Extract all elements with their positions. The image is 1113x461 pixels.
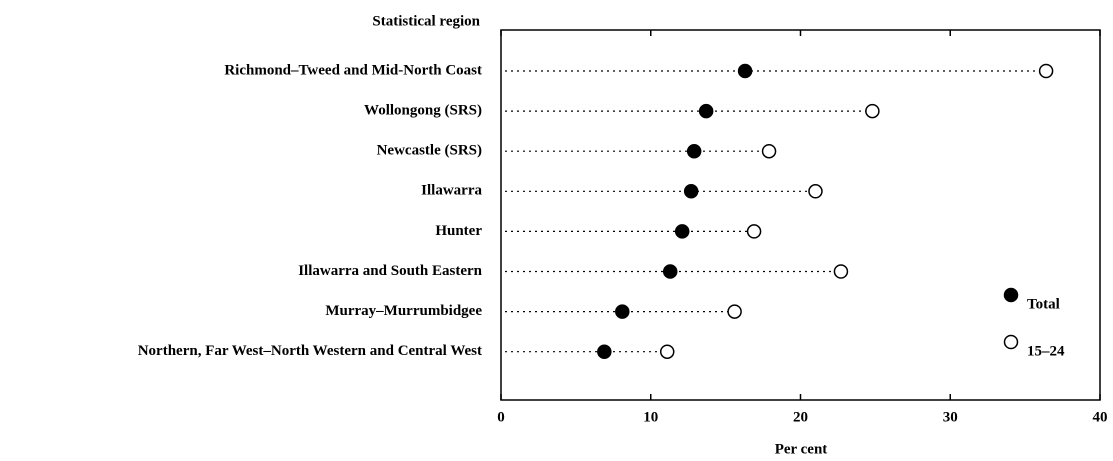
legend-marker [1003,287,1019,303]
dot [727,304,742,319]
dot [686,143,702,159]
dot [761,143,777,159]
dot [1038,63,1054,79]
x-tick-label: 40 [1093,409,1108,425]
y-header: Statistical region [372,13,480,29]
y-tick-label: Wollongong (SRS) [364,103,482,119]
dot [662,264,678,279]
y-tick-label: Murray–Murrumbidgee [325,303,482,319]
dot [833,264,849,279]
x-tick-label: 0 [497,409,505,425]
y-tick-label: Hunter [435,223,482,239]
x-tick-label: 10 [643,409,658,425]
dot [659,344,675,359]
dot [674,224,690,239]
dot [683,184,699,199]
y-tick-label: Illawarra and South Eastern [298,263,482,279]
y-tick-label: Newcastle (SRS) [377,143,482,159]
legend-label: Total [1027,296,1060,312]
y-tick-label: Northern, Far West–North Western and Cen… [138,343,482,359]
y-tick-label: Illawarra [421,183,482,199]
dot [865,103,880,119]
x-tick-label: 20 [793,409,808,425]
x-tick-label: 30 [943,409,958,425]
dot [746,224,762,239]
dot [615,304,630,319]
dot [597,344,612,359]
dot [737,63,753,79]
dot [808,184,823,199]
y-tick-label: Richmond–Tweed and Mid-North Coast [224,62,482,78]
dot [698,103,714,119]
legend-label: 15–24 [1027,343,1065,359]
legend-marker [1003,334,1019,350]
x-axis-title: Per cent [775,441,828,457]
